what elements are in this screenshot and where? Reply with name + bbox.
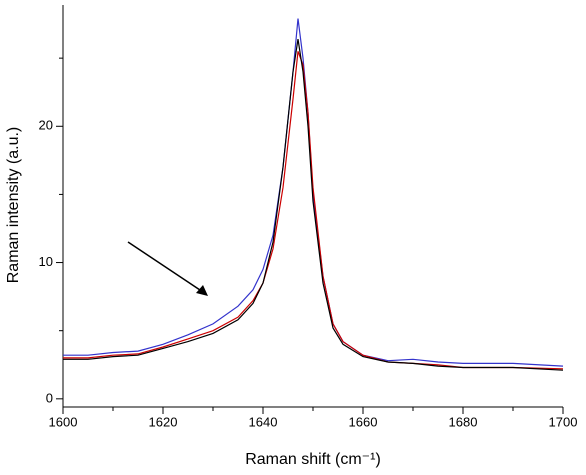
x-tick-label: 1660: [349, 414, 378, 429]
x-tick-label: 1700: [549, 414, 578, 429]
y-tick-label: 0: [46, 390, 53, 405]
arrow: [127, 241, 207, 295]
line-series: [63, 18, 564, 367]
x-tick-label: 1620: [149, 414, 178, 429]
x-axis-label: Raman shift (cm⁻¹): [245, 451, 381, 468]
arrow-head: [196, 285, 208, 296]
y-tick-label: 10: [39, 254, 53, 269]
x-tick-label: 1600: [49, 414, 78, 429]
y-axis-label: Raman intensity (a.u.): [5, 127, 22, 284]
x-tick-label: 1680: [449, 414, 478, 429]
y-tick-label: 20: [39, 118, 53, 133]
x-tick-label: 1640: [249, 414, 278, 429]
line-series: [63, 51, 564, 370]
line-series: [63, 39, 564, 371]
